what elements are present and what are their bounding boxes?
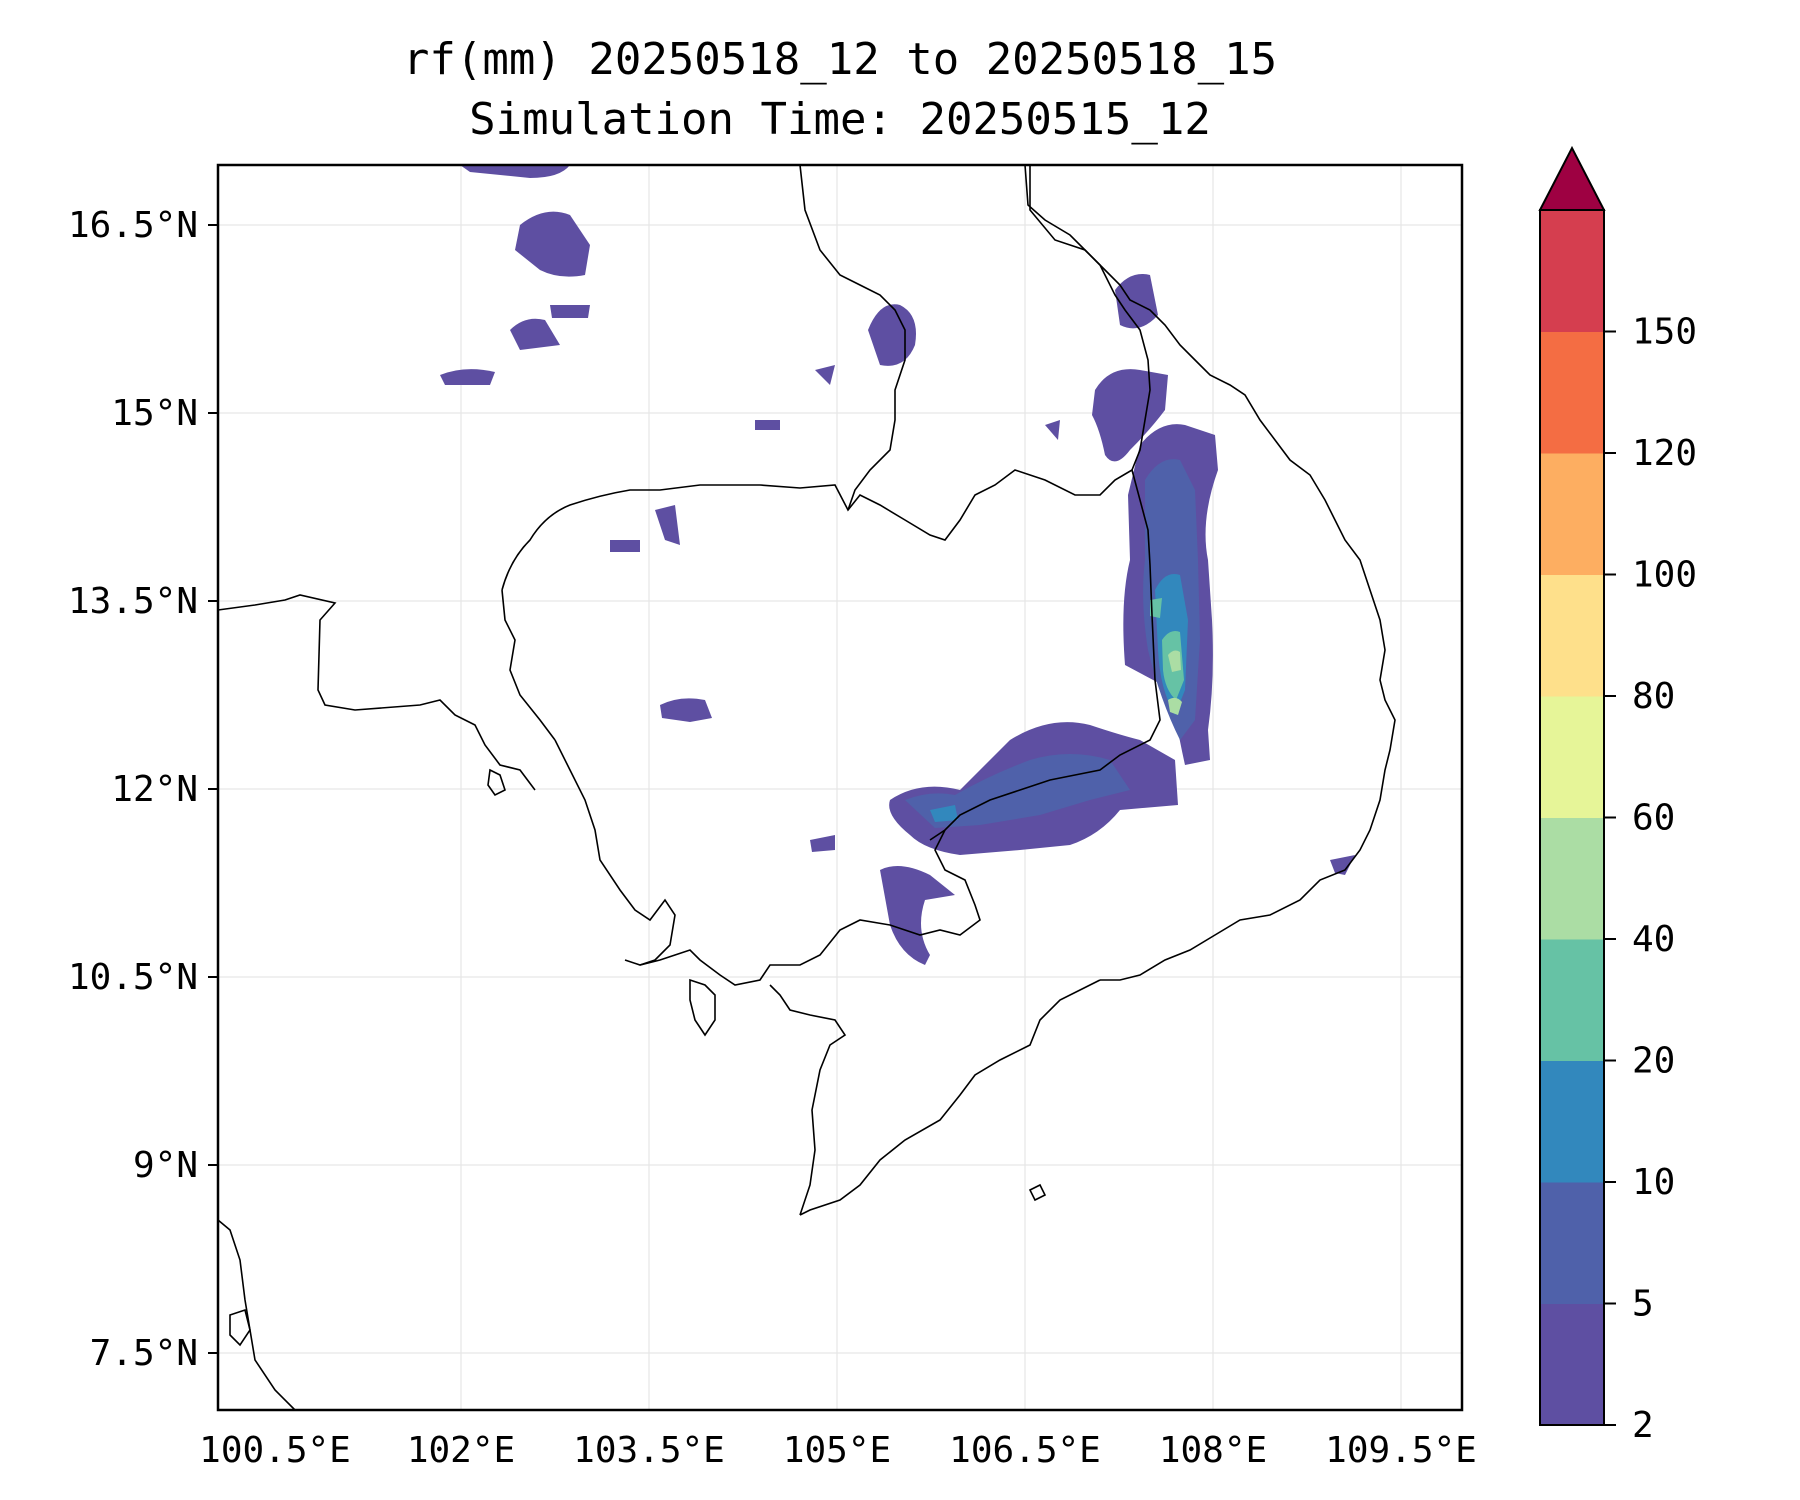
x-tick-label: 109.5°E bbox=[1325, 1430, 1477, 1471]
rain-cell-north-2 bbox=[510, 318, 560, 350]
title-line-1: rf(mm) 20250518_12 to 20250518_15 bbox=[402, 34, 1278, 85]
rain-cell-small-2 bbox=[815, 365, 835, 385]
rain-cell-small-6 bbox=[810, 835, 835, 852]
colorbar-segment bbox=[1540, 1182, 1604, 1304]
cambodia-west-border bbox=[501, 589, 556, 741]
x-tick-label: 100.5°E bbox=[199, 1430, 351, 1471]
colorbar-segment bbox=[1540, 939, 1604, 1061]
gulf-coast-west bbox=[554, 739, 676, 966]
colorbar-tick-label: 100 bbox=[1632, 555, 1697, 596]
colorbar-tick-label: 2 bbox=[1632, 1405, 1654, 1446]
vietnam-coast bbox=[1024, 164, 1396, 981]
rain-cell-small-1 bbox=[610, 540, 640, 552]
colorbar-tick-label: 150 bbox=[1632, 312, 1697, 353]
rain-cell-north-5 bbox=[550, 305, 590, 318]
colorbar-tick-label: 20 bbox=[1632, 1041, 1675, 1082]
colorbar-segment bbox=[1540, 453, 1604, 575]
colorbar-tick-label: 5 bbox=[1632, 1284, 1654, 1325]
colorbar: 2 5 10 20 40 60 80 100 120 150 bbox=[1538, 145, 1697, 1446]
coastlines-borders bbox=[217, 164, 1396, 1411]
island-small-1 bbox=[487, 768, 506, 797]
title-line-2: Simulation Time: 20250515_12 bbox=[469, 94, 1211, 145]
rain-band-southwest bbox=[880, 866, 955, 965]
colorbar-tick-label: 80 bbox=[1632, 676, 1675, 717]
cambodia-north-border bbox=[501, 468, 1161, 841]
laos-thailand-border bbox=[799, 164, 906, 511]
rain-cell-north-4 bbox=[460, 165, 570, 178]
colorbar-segment bbox=[1540, 574, 1604, 697]
rain-cell-central bbox=[660, 698, 712, 722]
colorbar-segment bbox=[1540, 817, 1604, 940]
x-tick-label: 102°E bbox=[407, 1430, 515, 1471]
y-tick-label: 16.5°N bbox=[68, 205, 198, 246]
map-title: rf(mm) 20250518_12 to 20250518_15 Simula… bbox=[0, 30, 1680, 150]
colorbar-tick-label: 40 bbox=[1632, 919, 1675, 960]
colorbar-extend-arrow bbox=[1538, 145, 1606, 211]
rain-cell-north-3 bbox=[440, 369, 495, 385]
y-tick-label: 12°N bbox=[111, 769, 198, 810]
cambodia-south-border bbox=[624, 829, 981, 986]
colorbar-segment bbox=[1540, 1060, 1604, 1183]
x-tick-label: 106.5°E bbox=[949, 1430, 1101, 1471]
rain-cell-laos-2 bbox=[1115, 274, 1158, 329]
colorbar-tick-label: 10 bbox=[1632, 1162, 1675, 1203]
x-tick-label: 105°E bbox=[783, 1430, 891, 1471]
rain-core-south-10mm bbox=[930, 805, 958, 822]
x-tick-label: 103.5°E bbox=[573, 1430, 725, 1471]
colorbar-tick-label: 120 bbox=[1632, 433, 1697, 474]
rain-core-east-40mm bbox=[1168, 650, 1181, 672]
y-tick-label: 9°N bbox=[133, 1145, 198, 1186]
island-phu-quoc bbox=[689, 978, 716, 1037]
rain-cell-small-5 bbox=[1330, 855, 1355, 875]
colorbar-segment bbox=[1540, 331, 1604, 454]
colorbar-segment bbox=[1540, 696, 1604, 818]
y-tick-label: 15°N bbox=[111, 393, 198, 434]
rain-cell-small-4 bbox=[1045, 420, 1060, 440]
colorbar-segment bbox=[1540, 210, 1604, 332]
gridlines bbox=[218, 165, 1462, 1410]
x-tick-label: 108°E bbox=[1159, 1430, 1267, 1471]
rain-core-east-20mm-2 bbox=[1150, 598, 1162, 618]
rain-cell-small-3 bbox=[755, 420, 780, 430]
island-small-3 bbox=[229, 1308, 251, 1347]
rain-core-east-40mm-2 bbox=[1168, 697, 1182, 715]
rain-cell-laos-1 bbox=[868, 304, 916, 366]
thailand-cambodia-border bbox=[217, 594, 536, 791]
rain-cell-tonle bbox=[655, 505, 680, 545]
y-tick-label: 7.5°N bbox=[90, 1333, 198, 1374]
map-frame bbox=[216, 163, 1464, 1412]
mekong-delta-coast bbox=[799, 979, 1101, 1216]
axis-ticks bbox=[208, 224, 218, 1354]
rain-cell-north-1 bbox=[515, 211, 590, 277]
y-tick-label: 13.5°N bbox=[68, 581, 198, 622]
colorbar-segment bbox=[1540, 1303, 1604, 1426]
island-small-2 bbox=[1028, 1183, 1047, 1202]
thailand-west bbox=[217, 1219, 296, 1411]
y-tick-label: 10.5°N bbox=[68, 957, 198, 998]
laos-vietnam-border bbox=[1029, 165, 1151, 471]
x-tick-labels: 100.5°E 102°E 103.5°E 105°E 106.5°E 108°… bbox=[199, 1430, 1477, 1471]
rainfall-contours bbox=[440, 165, 1355, 965]
y-tick-labels: 16.5°N 15°N 13.5°N 12°N 10.5°N 9°N 7.5°N bbox=[68, 205, 198, 1374]
colorbar-tick-label: 60 bbox=[1632, 798, 1675, 839]
delta-west-coast bbox=[769, 984, 847, 1216]
